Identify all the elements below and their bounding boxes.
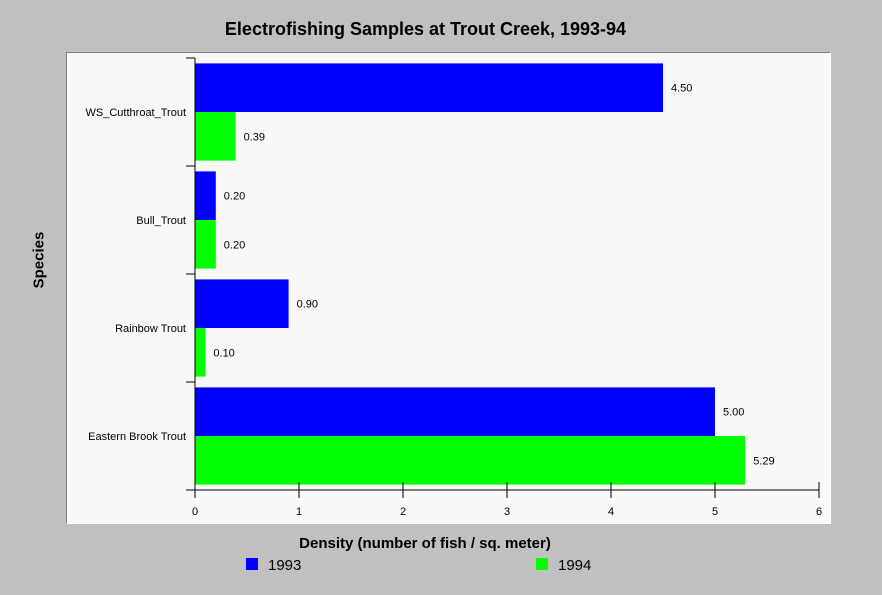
x-tick-label: 0 (192, 506, 198, 518)
bar-1994-0 (195, 112, 236, 161)
y-tick-label: Bull_Trout (136, 215, 186, 227)
x-tick-label: 6 (816, 506, 822, 518)
legend-swatch-1993 (246, 558, 258, 570)
y-tick-label: Eastern Brook Trout (88, 431, 186, 443)
chart-title: Electrofishing Samples at Trout Creek, 1… (224, 19, 627, 39)
x-tick-label: 4 (608, 506, 614, 518)
data-label-1993-2: 0.90 (297, 299, 318, 311)
x-axis-title: Density (number of fish / sq. meter) (299, 535, 551, 552)
data-label-1993-3: 5.00 (723, 407, 744, 419)
x-tick-label: 5 (712, 506, 718, 518)
x-tick-label: 2 (400, 506, 406, 518)
bar-1994-2 (195, 328, 206, 377)
legend-label-1993: 1993 (268, 557, 302, 574)
x-tick-label: 3 (504, 506, 510, 518)
y-tick-label: Rainbow Trout (115, 323, 186, 335)
bar-1994-3 (195, 436, 746, 485)
data-label-1993-0: 4.50 (671, 83, 692, 95)
bar-1993-3 (195, 387, 715, 436)
data-label-1994-3: 5.29 (753, 455, 774, 467)
bar-1993-0 (195, 63, 663, 112)
legend-swatch-1994 (536, 558, 548, 570)
legend-label-1994: 1994 (558, 557, 592, 574)
bar-1993-1 (195, 171, 216, 220)
data-label-1994-0: 0.39 (244, 131, 265, 143)
bar-1993-2 (195, 279, 289, 328)
data-label-1994-1: 0.20 (224, 239, 245, 251)
y-tick-label: WS_Cutthroat_Trout (86, 107, 186, 119)
data-label-1993-1: 0.20 (224, 191, 245, 203)
bar-1994-1 (195, 220, 216, 269)
x-tick-label: 1 (296, 506, 302, 518)
data-label-1994-2: 0.10 (213, 347, 234, 359)
